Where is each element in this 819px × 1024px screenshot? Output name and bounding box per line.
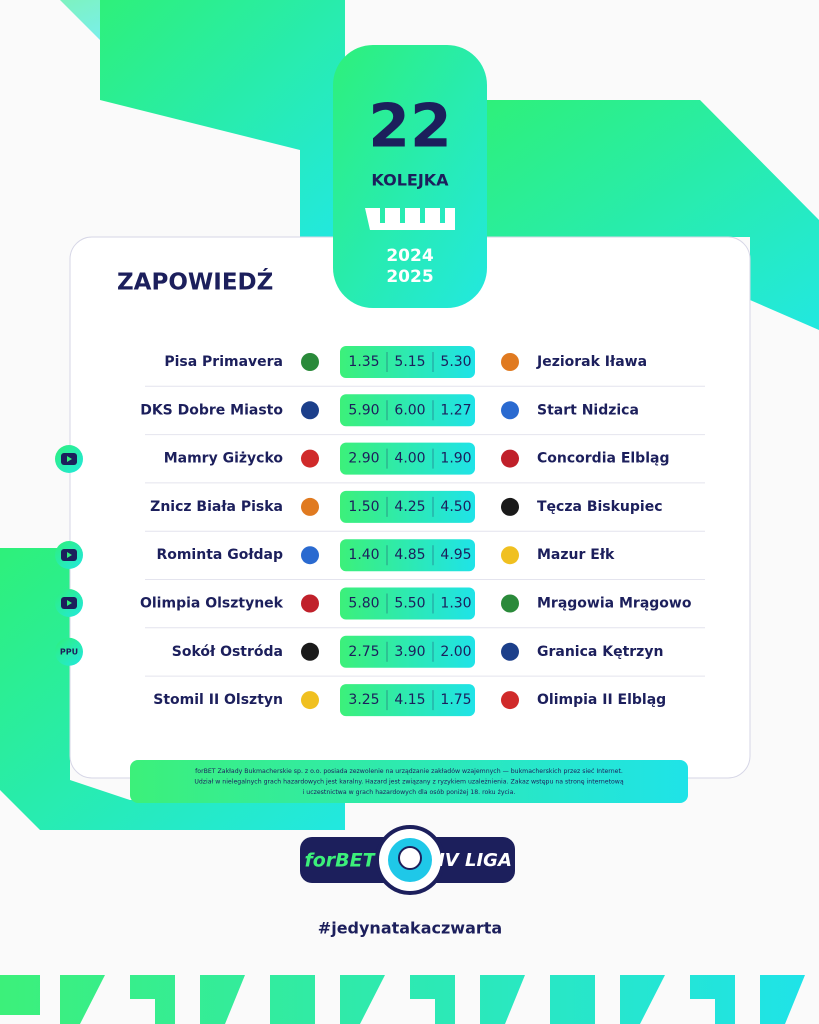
home-team: DKS Dobre Miasto	[140, 402, 283, 418]
away-team: Mrągowia Mrągowo	[537, 596, 692, 612]
odds-value: 5.90	[348, 402, 379, 418]
away-crest	[501, 401, 519, 420]
odds-value: 1.35	[348, 354, 379, 370]
odds-value: 1.30	[440, 596, 471, 612]
odds-pill	[340, 587, 475, 620]
odds-value: 1.40	[348, 547, 379, 563]
disclaimer-line: Udział w nielegalnych grach hazardowych …	[194, 779, 624, 786]
odds-value: 3.90	[394, 644, 425, 660]
home-crest	[301, 642, 319, 661]
odds-value: 3.25	[348, 692, 379, 708]
odds-value: 2.90	[348, 451, 379, 467]
odds-pill	[340, 684, 475, 717]
odds-value: 1.90	[440, 451, 471, 467]
home-team: Sokół Ostróda	[172, 644, 283, 660]
home-team: Stomil II Olsztyn	[153, 692, 283, 708]
disclaimer-box	[130, 760, 688, 803]
away-crest	[501, 594, 519, 613]
odds-value: 4.50	[440, 499, 471, 515]
home-crest	[301, 497, 319, 516]
logo-sponsor: forBET	[304, 850, 377, 872]
home-crest	[301, 691, 319, 710]
odds-pill	[340, 346, 475, 378]
channel-label: PPU	[60, 647, 78, 656]
away-crest	[501, 449, 519, 468]
odds-value: 2.00	[440, 644, 471, 660]
home-crest	[301, 449, 319, 468]
odds-value: 5.30	[440, 354, 471, 370]
away-team: Granica Kętrzyn	[537, 644, 663, 660]
odds-pill	[340, 490, 475, 523]
away-crest	[501, 497, 519, 516]
logo-league: IV LIGA	[438, 850, 512, 871]
home-crest	[301, 401, 319, 420]
odds-pill	[340, 394, 475, 427]
odds-value: 4.25	[394, 499, 425, 515]
home-team: Mamry Giżycko	[164, 451, 284, 467]
home-team: Znicz Biała Piska	[150, 499, 283, 515]
home-crest	[301, 353, 319, 371]
odds-value: 1.75	[440, 692, 471, 708]
odds-value: 1.50	[348, 499, 379, 515]
season-end: 2025	[386, 267, 433, 287]
odds-value: 4.00	[394, 451, 425, 467]
round-pill	[333, 45, 487, 308]
odds-pill	[340, 442, 475, 475]
away-team: Concordia Elbląg	[537, 451, 669, 467]
away-team: Jeziorak Iława	[536, 354, 647, 370]
channel-badge	[55, 637, 83, 666]
away-crest	[501, 353, 519, 371]
youtube-icons	[55, 445, 83, 617]
odds-value: 5.50	[394, 596, 425, 612]
away-team: Mazur Ełk	[537, 547, 615, 563]
hashtag: #jedynatakaczwarta	[318, 919, 502, 938]
odds-value: 2.75	[348, 644, 379, 660]
away-team: Start Nidzica	[537, 402, 639, 418]
disclaimer-line: forBET Zakłady Bukmacherskie sp. z o.o. …	[195, 767, 623, 775]
round-number: 22	[368, 92, 452, 162]
away-crest	[501, 546, 519, 565]
away-team: Olimpia II Elbląg	[537, 692, 666, 708]
odds-value: 4.15	[394, 692, 425, 708]
home-team: Olimpia Olsztynek	[140, 596, 284, 612]
league-mark	[365, 208, 455, 230]
odds-pill	[340, 635, 475, 668]
home-crest	[301, 594, 319, 613]
away-team: Tęcza Biskupiec	[537, 499, 663, 515]
odds-value: 1.27	[440, 402, 471, 418]
disclaimer-line: i uczestnictwa w grach hazardowych dla o…	[303, 788, 516, 796]
title: ZAPOWIEDŹ	[117, 268, 273, 296]
round-label: KOLEJKA	[371, 171, 449, 190]
away-crest	[501, 691, 519, 710]
odds-pill	[340, 539, 475, 572]
home-team: Rominta Gołdap	[156, 547, 283, 563]
away-crest	[501, 642, 519, 661]
odds-value: 5.80	[348, 596, 379, 612]
home-crest	[301, 546, 319, 565]
odds-value: 4.95	[440, 547, 471, 563]
odds-value: 4.85	[394, 547, 425, 563]
home-team: Pisa Primavera	[164, 354, 283, 370]
odds-value: 6.00	[394, 402, 425, 418]
odds-value: 5.15	[394, 354, 425, 370]
season-start: 2024	[386, 246, 433, 266]
